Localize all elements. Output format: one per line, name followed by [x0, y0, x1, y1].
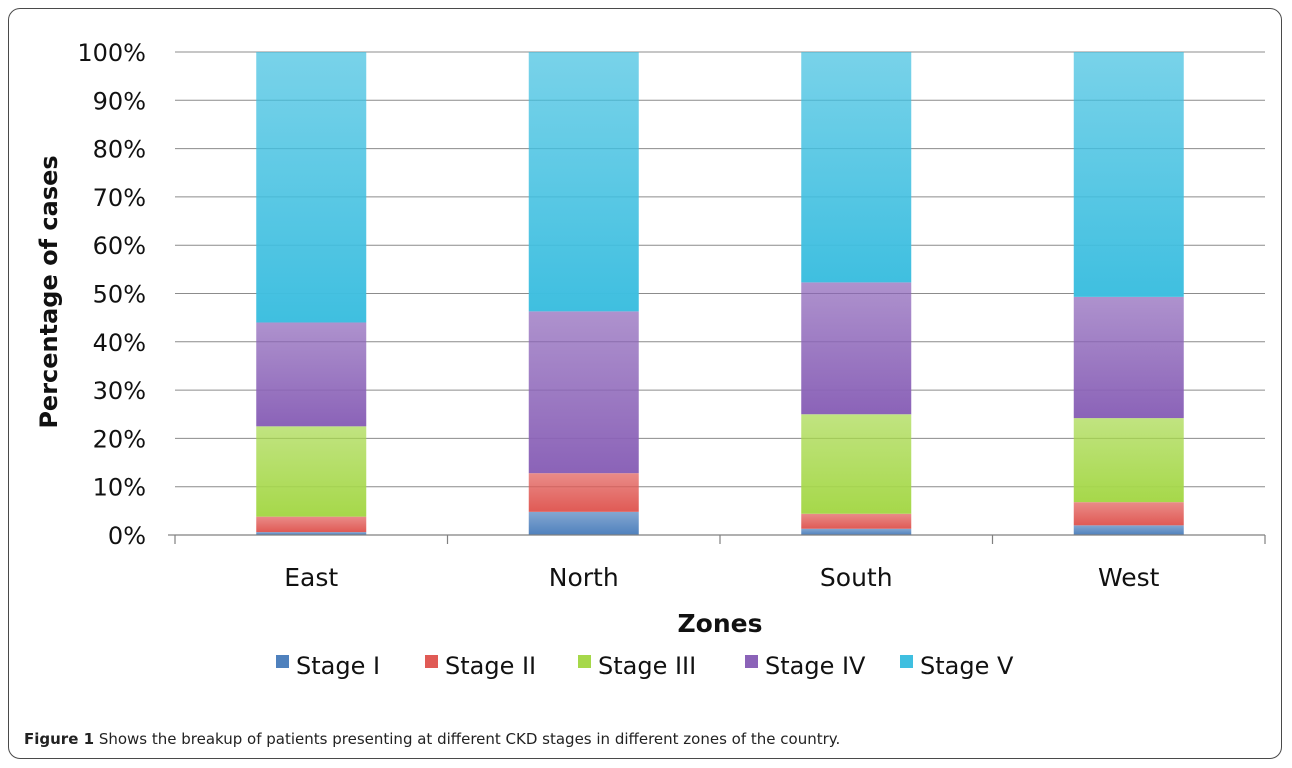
bar-segment-east-stage-i — [256, 532, 367, 535]
bar-segment-south-stage-v — [801, 52, 912, 283]
x-category-label: North — [549, 563, 619, 592]
bar-segment-east-stage-iii — [256, 426, 367, 517]
bar-segment-west-stage-v — [1073, 52, 1184, 297]
bar-segment-south-stage-i — [801, 528, 912, 535]
x-category-label: South — [820, 563, 893, 592]
caption-end: . — [835, 730, 841, 748]
legend-swatch — [425, 655, 438, 668]
x-axis-title: Zones — [678, 609, 763, 638]
bar-segment-south-stage-ii — [801, 513, 912, 529]
figure-caption: Figure 1 Shows the breakup of patients p… — [24, 730, 840, 748]
figure-frame — [8, 8, 1282, 759]
x-category-label: East — [284, 563, 338, 592]
y-tick-label: 80% — [93, 136, 146, 164]
legend-swatch — [276, 655, 289, 668]
y-tick-label: 70% — [93, 184, 146, 212]
bar-segment-south-stage-iii — [801, 414, 912, 514]
y-tick-label: 30% — [93, 377, 146, 405]
bar-segment-north-stage-v — [528, 52, 639, 312]
y-axis-title: Percentage of cases — [35, 155, 63, 428]
bar-segment-north-stage-i — [528, 511, 639, 535]
y-tick-label: 60% — [93, 232, 146, 260]
legend-label: Stage II — [445, 652, 536, 680]
legend-label: Stage III — [598, 652, 696, 680]
bar-segment-south-stage-iv — [801, 282, 912, 415]
caption-label: Figure 1 — [24, 730, 95, 748]
bar-segment-east-stage-ii — [256, 516, 367, 533]
bar-segment-west-stage-iii — [1073, 418, 1184, 503]
legend-swatch — [578, 655, 591, 668]
y-tick-label: 90% — [93, 87, 146, 115]
y-tick-label: 20% — [93, 425, 146, 453]
y-tick-label: 100% — [77, 39, 146, 67]
caption-text: Shows the breakup of patients presenting… — [94, 730, 836, 748]
legend-label: Stage I — [296, 652, 380, 680]
y-tick-label: 40% — [93, 329, 146, 357]
legend-label: Stage IV — [765, 652, 866, 680]
bar-segment-east-stage-v — [256, 52, 367, 323]
y-tick-label: 50% — [93, 281, 146, 309]
bar-segment-west-stage-iv — [1073, 296, 1184, 419]
bar-segment-east-stage-iv — [256, 322, 367, 427]
bar-segment-north-stage-iv — [528, 311, 639, 474]
legend-swatch — [900, 655, 913, 668]
legend: Stage I Stage II Stage III Stage IV Stage V — [276, 652, 1014, 680]
legend-swatch — [745, 655, 758, 668]
bar-segment-west-stage-i — [1073, 525, 1184, 535]
bars — [256, 52, 1184, 535]
bar-segment-north-stage-ii — [528, 473, 639, 512]
axes: 0% 10% 20% 30% 40% 50% 60% 70% 80% 90% 100% East Nor… — [77, 39, 1266, 592]
x-category-label: West — [1098, 563, 1160, 592]
y-tick-label: 0% — [108, 522, 146, 550]
legend-label: Stage V — [920, 652, 1014, 680]
y-tick-label: 10% — [93, 474, 146, 502]
bar-segment-west-stage-ii — [1073, 502, 1184, 526]
